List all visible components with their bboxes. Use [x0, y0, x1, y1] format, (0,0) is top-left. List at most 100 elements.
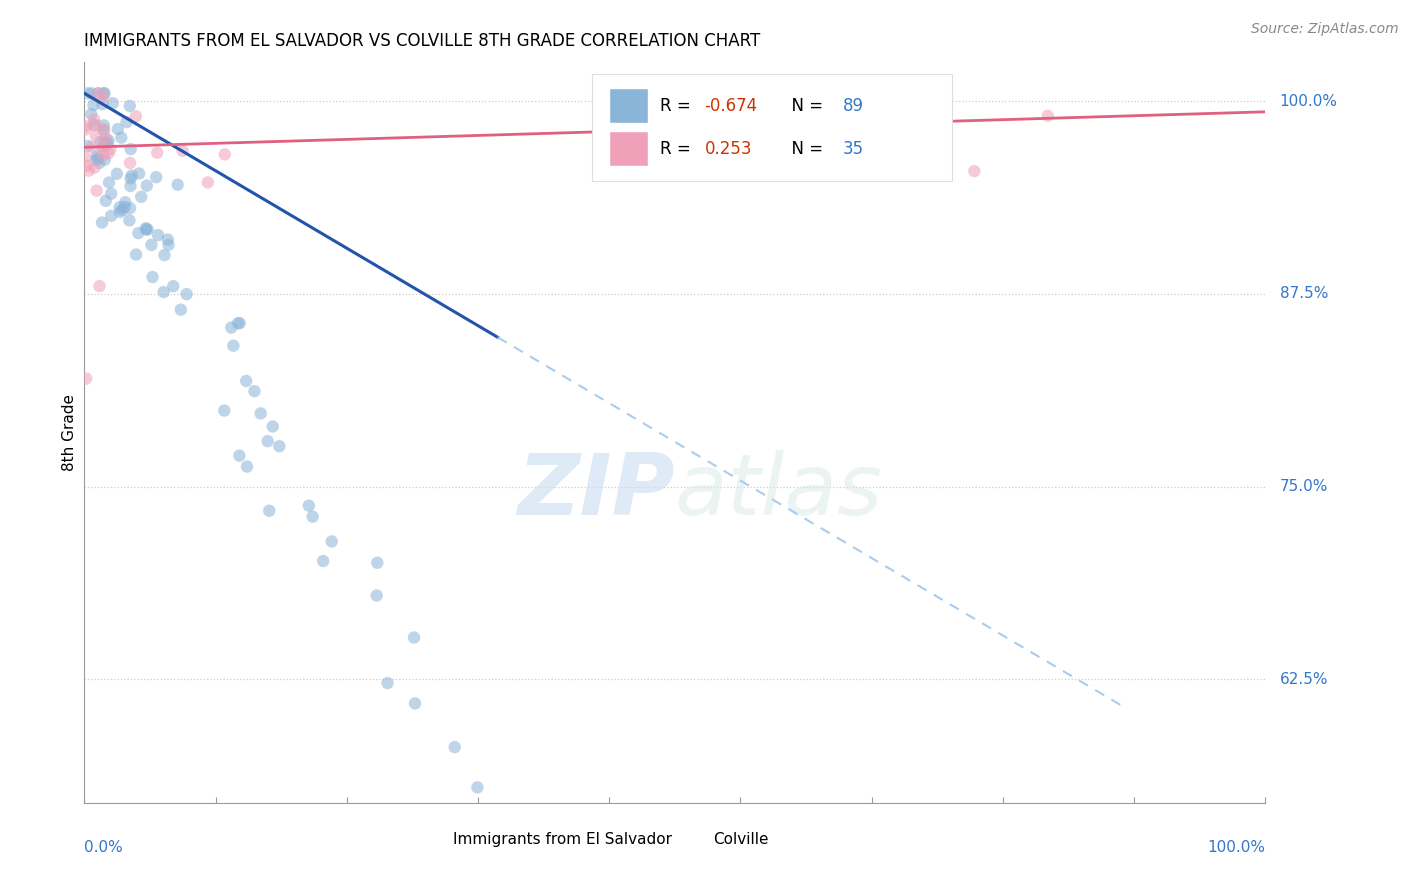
Point	[120, 178, 142, 193]
Point	[141, 270, 163, 285]
Text: ZIP: ZIP	[517, 450, 675, 533]
Point	[121, 169, 143, 183]
Point	[120, 142, 142, 156]
Point	[93, 123, 115, 137]
Point	[87, 87, 110, 101]
Point	[714, 160, 737, 174]
Point	[93, 87, 115, 101]
Point	[125, 247, 148, 261]
Point	[94, 131, 117, 145]
Point	[301, 509, 323, 524]
Text: 75.0%: 75.0%	[1279, 479, 1327, 494]
Point	[146, 228, 169, 243]
Point	[152, 285, 174, 299]
Point	[83, 118, 105, 132]
Point	[111, 202, 134, 217]
Point	[100, 186, 122, 201]
Point	[108, 200, 131, 214]
Point	[86, 184, 108, 198]
Point	[118, 213, 141, 227]
Point	[89, 156, 111, 170]
Point	[235, 374, 257, 388]
Point	[120, 171, 142, 186]
Point	[91, 139, 114, 153]
Point	[93, 87, 115, 101]
Point	[269, 439, 291, 453]
FancyBboxPatch shape	[672, 826, 703, 853]
Point	[162, 279, 184, 293]
Point	[222, 339, 245, 353]
Point	[91, 148, 114, 162]
Point	[94, 137, 117, 152]
Text: atlas: atlas	[675, 450, 883, 533]
Point	[76, 159, 98, 173]
Point	[100, 209, 122, 223]
Point	[86, 149, 108, 163]
Point	[94, 153, 117, 167]
Point	[321, 534, 343, 549]
Text: 0.0%: 0.0%	[84, 840, 124, 855]
Point	[91, 90, 114, 104]
Point	[129, 190, 152, 204]
Point	[91, 140, 114, 154]
Text: R =: R =	[659, 97, 696, 115]
Point	[135, 221, 157, 235]
Point	[146, 145, 169, 160]
Point	[105, 167, 128, 181]
Point	[77, 139, 100, 153]
Point	[145, 170, 167, 185]
Point	[98, 176, 121, 190]
Text: N =: N =	[782, 97, 828, 115]
Point	[82, 98, 104, 112]
Point	[80, 140, 103, 154]
Text: R =: R =	[659, 140, 696, 158]
Point	[312, 554, 335, 568]
Point	[443, 740, 465, 755]
Text: Source: ZipAtlas.com: Source: ZipAtlas.com	[1251, 22, 1399, 37]
Point	[226, 316, 249, 330]
Point	[97, 146, 120, 161]
Point	[366, 589, 388, 603]
Point	[101, 96, 124, 111]
Point	[243, 384, 266, 399]
Point	[236, 459, 259, 474]
Point	[197, 176, 219, 190]
Point	[221, 320, 243, 334]
Point	[97, 133, 120, 147]
Text: 89: 89	[842, 97, 863, 115]
Point	[821, 162, 844, 177]
Point	[118, 156, 141, 170]
Point	[114, 200, 136, 214]
Point	[84, 118, 107, 132]
Point	[83, 112, 105, 127]
Point	[118, 201, 141, 215]
Text: 100.0%: 100.0%	[1208, 840, 1265, 855]
Point	[75, 122, 97, 136]
FancyBboxPatch shape	[592, 73, 952, 181]
Point	[84, 128, 107, 143]
Point	[118, 99, 141, 113]
Point	[141, 238, 163, 252]
Point	[83, 161, 105, 175]
Point	[256, 434, 278, 449]
Point	[859, 95, 882, 109]
Point	[115, 115, 138, 129]
Point	[75, 371, 97, 385]
Point	[84, 153, 107, 167]
Point	[75, 151, 97, 165]
Point	[108, 205, 131, 219]
Text: Immigrants from El Salvador: Immigrants from El Salvador	[453, 832, 672, 847]
Point	[377, 676, 399, 690]
Point	[963, 164, 986, 178]
Point	[214, 147, 236, 161]
Point	[94, 194, 117, 208]
FancyBboxPatch shape	[610, 89, 648, 123]
Point	[249, 406, 271, 420]
Point	[93, 121, 115, 136]
Point	[80, 107, 103, 121]
Text: Colville: Colville	[713, 832, 768, 847]
Point	[262, 419, 284, 434]
Point	[77, 87, 100, 101]
Point	[404, 697, 426, 711]
Point	[89, 279, 111, 293]
